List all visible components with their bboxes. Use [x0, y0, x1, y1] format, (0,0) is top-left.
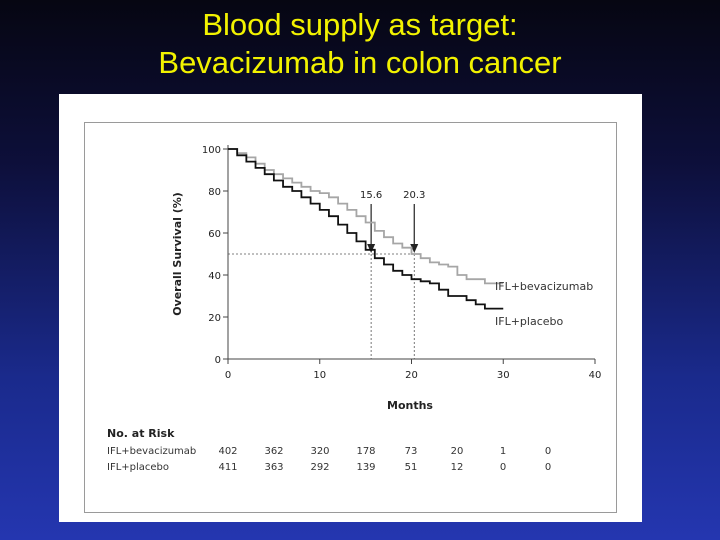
slide-title-line-1: Blood supply as target:: [202, 7, 518, 42]
x-tick-label: 10: [313, 370, 326, 381]
risk-count: 12: [451, 462, 464, 473]
risk-count: 51: [405, 462, 418, 473]
y-tick-label: 80: [208, 187, 221, 198]
risk-count: 139: [356, 462, 375, 473]
x-axis-title: Months: [387, 399, 433, 412]
risk-row-label-placebo: IFL+placebo: [107, 462, 169, 473]
series-line-bevacizumab: [228, 148, 504, 285]
risk-count: 320: [310, 446, 329, 457]
survival-chart: Overall Survival (%) Months No. at Risk …: [107, 145, 602, 473]
x-tick-label: 40: [589, 370, 602, 381]
y-tick-label: 60: [208, 229, 221, 240]
figure-frame: [84, 122, 617, 513]
risk-count: 0: [545, 462, 551, 473]
median-label: 15.6: [360, 190, 382, 201]
risk-count: 363: [264, 462, 283, 473]
y-tick-label: 0: [215, 355, 221, 366]
slide-title-line-2: Bevacizumab in colon cancer: [158, 45, 562, 80]
risk-count: 411: [218, 462, 237, 473]
slide-title: Blood supply as target: Bevacizumab in c…: [0, 6, 720, 82]
risk-row-label-bevacizumab: IFL+bevacizumab: [107, 446, 196, 457]
x-tick-label: 20: [405, 370, 418, 381]
y-tick-label: 20: [208, 313, 221, 324]
risk-count: 362: [264, 446, 283, 457]
median-arrow-head: [367, 244, 376, 253]
y-tick-label: 40: [208, 271, 221, 282]
legend-label-bevacizumab: IFL+bevacizumab: [495, 280, 593, 293]
x-tick-label: 30: [497, 370, 510, 381]
risk-count: 292: [310, 462, 329, 473]
legend-label-placebo: IFL+placebo: [495, 315, 563, 328]
median-label: 20.3: [403, 190, 425, 201]
y-axis-title: Overall Survival (%): [171, 192, 184, 316]
risk-count: 73: [405, 446, 418, 457]
risk-count: 20: [451, 446, 464, 457]
risk-count: 0: [545, 446, 551, 457]
risk-table-heading: No. at Risk: [107, 427, 175, 440]
risk-count: 402: [218, 446, 237, 457]
y-tick-label: 100: [202, 145, 221, 156]
median-arrow-head: [410, 244, 419, 253]
risk-count: 178: [356, 446, 375, 457]
risk-count: 0: [500, 462, 506, 473]
risk-count: 1: [500, 446, 506, 457]
x-tick-label: 0: [225, 370, 231, 381]
series-line-placebo: [228, 148, 504, 310]
figure-panel: Overall Survival (%) Months No. at Risk …: [59, 94, 642, 522]
